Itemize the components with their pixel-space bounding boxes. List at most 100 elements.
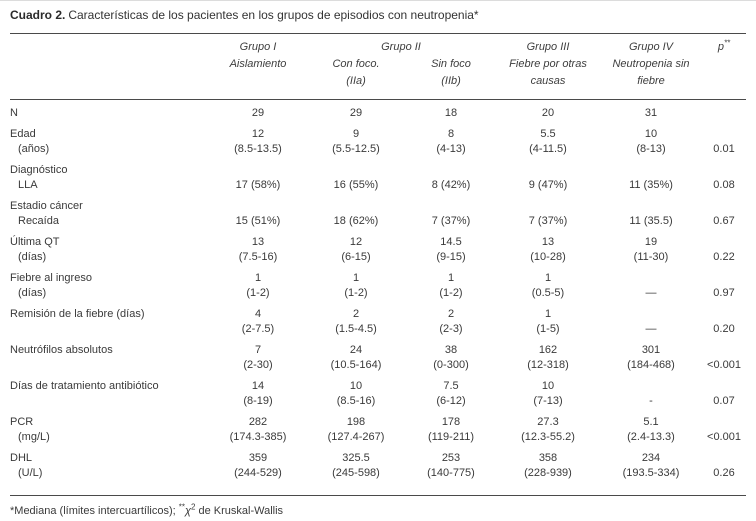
table-cell: 5.5 xyxy=(540,128,556,140)
table-title: Cuadro 2. Características de los paciente… xyxy=(10,1,746,22)
table-cell: (244-529) xyxy=(234,467,282,479)
table-row: N 29 29 18 20 31 xyxy=(10,106,746,121)
row-label: Fiebre al ingreso xyxy=(10,272,92,284)
table-cell: 12 xyxy=(349,236,363,248)
row-label: LLA xyxy=(18,179,38,191)
p-value xyxy=(702,451,746,466)
row-label: Estadio cáncer xyxy=(10,200,83,212)
table-cell: 29 xyxy=(251,107,265,119)
table-cell: 7 xyxy=(254,344,262,356)
table-cell: (184-468) xyxy=(627,359,675,371)
col-header-p: p** xyxy=(702,39,746,90)
table-cell: - xyxy=(649,395,653,407)
table-cell: (140-775) xyxy=(427,467,475,479)
table-cell: 14 xyxy=(251,380,265,392)
row-label: (días) xyxy=(18,287,47,299)
row-label: Remisión de la fiebre (días) xyxy=(10,308,145,320)
table-cell: 7 (37%) xyxy=(431,215,471,227)
table-cell: 7 (37%) xyxy=(528,215,568,227)
p-value xyxy=(702,271,746,286)
table-row: DHL 359 325.5 253 358 234 (U/L) (244-529) (245-5… xyxy=(10,451,746,481)
row-line-1: Neutrófilos absolutos 7 24 38 162 301 xyxy=(10,343,746,358)
table-cell: 2 xyxy=(447,308,455,320)
col-header-grupo2a: Con foco. (IIa) xyxy=(306,56,406,90)
table-cell: 359 xyxy=(248,452,268,464)
table-cell: 1 xyxy=(447,272,455,284)
table-cell: (12.3-55.2) xyxy=(521,431,575,443)
table-cell: 162 xyxy=(538,344,558,356)
table-cell: (0.5-5) xyxy=(531,287,565,299)
grupo3-name: Grupo III xyxy=(526,41,570,53)
table-row: Días de tratamiento antibiótico 14 10 7.5 10… xyxy=(10,379,746,409)
grupo4-name: Grupo IV xyxy=(628,41,674,53)
row-line-1: Edad 12 9 8 5.5 10 xyxy=(10,127,746,142)
row-line-2: Recaída 15 (51%) 18 (62%) 7 (37%) 7 (37%) 11 … xyxy=(10,214,746,229)
table-cell: 10 xyxy=(541,380,555,392)
table-cell: 10 xyxy=(349,380,363,392)
table-cell: 198 xyxy=(346,416,366,428)
table-cell: 253 xyxy=(441,452,461,464)
table-row: Fiebre al ingreso 1 1 1 1 (días) (1-2) (1-2) (1-… xyxy=(10,271,746,301)
table-cell: (8.5-16) xyxy=(336,395,376,407)
p-symbol: p xyxy=(717,41,724,53)
chi-symbol: χ xyxy=(184,505,191,517)
table-cell: (1-2) xyxy=(246,287,270,299)
row-label: (mg/L) xyxy=(18,431,50,443)
row-label: Recaída xyxy=(18,215,59,227)
table-cell: — xyxy=(645,323,657,335)
footnote-median: *Mediana (límites intercuartílicos); xyxy=(10,505,179,517)
table-row: Última QT 13 12 14.5 13 19 (días) (7.5-16) (6-15… xyxy=(10,235,746,265)
table-cell xyxy=(306,163,406,178)
p-value xyxy=(702,199,746,214)
col-header-grupo2b: Sin foco (IIb) xyxy=(406,56,496,90)
table-cell: 1 xyxy=(544,272,552,284)
table-cell: 12 xyxy=(251,128,265,140)
p-value: 0.20 xyxy=(713,323,735,335)
table-cell: (7.5-16) xyxy=(238,251,278,263)
grupo2a-desc: Con foco. xyxy=(332,58,380,70)
table-cell: 31 xyxy=(644,107,658,119)
p-value: 0.67 xyxy=(713,215,735,227)
p-value: 0.22 xyxy=(713,251,735,263)
footnote-test: de Kruskal-Wallis xyxy=(195,505,284,517)
row-line-1: Diagnóstico xyxy=(10,163,746,178)
header-rule xyxy=(10,99,746,100)
table-cell xyxy=(600,307,702,322)
table-cell: (245-598) xyxy=(332,467,380,479)
table-cell: 13 xyxy=(251,236,265,248)
table-cell: (4-13) xyxy=(436,143,466,155)
row-label: (U/L) xyxy=(18,467,43,479)
table-body: N 29 29 18 20 31 Edad 12 9 8 5.5 10 (años) (8.5-13.5)… xyxy=(10,100,746,495)
footnote-stars: ** xyxy=(178,502,185,512)
p-value: 0.07 xyxy=(713,395,735,407)
table-cell: (8.5-13.5) xyxy=(234,143,282,155)
table-row: Neutrófilos absolutos 7 24 38 162 301 (2-30) (1… xyxy=(10,343,746,373)
p-value: 0.01 xyxy=(713,143,735,155)
table-row: Remisión de la fiebre (días) 4 2 2 1 (2-7.5)(… xyxy=(10,307,746,337)
p-value xyxy=(702,163,746,178)
table-header: Grupo I Aislamiento Grupo II Con foco. (… xyxy=(10,34,746,99)
table-cell: (1-2) xyxy=(439,287,463,299)
table-cell: 178 xyxy=(441,416,461,428)
p-value xyxy=(702,379,746,394)
table-cell: (5.5-12.5) xyxy=(332,143,380,155)
table-cell: 1 xyxy=(254,272,262,284)
table-cell: 14.5 xyxy=(440,236,462,248)
row-line-1: Días de tratamiento antibiótico 14 10 7.5 10 xyxy=(10,379,746,394)
table-cell: (1-5) xyxy=(536,323,560,335)
table-cell: 27.3 xyxy=(537,416,559,428)
table-cell xyxy=(210,199,306,214)
table-cell: (8-19) xyxy=(243,395,273,407)
p-value xyxy=(702,415,746,430)
table-row: Estadio cáncer Recaída 15 (51%) 18 (62%) 7 (… xyxy=(10,199,746,229)
table-cell xyxy=(600,271,702,286)
table-cell: (1.5-4.5) xyxy=(335,323,377,335)
table-cell: 9 (47%) xyxy=(528,179,568,191)
table-cell: 24 xyxy=(349,344,363,356)
table-cell xyxy=(406,163,496,178)
table-row: Edad 12 9 8 5.5 10 (años) (8.5-13.5) (5.5-12.5)(… xyxy=(10,127,746,157)
row-label: Diagnóstico xyxy=(10,164,68,176)
row-label: Última QT xyxy=(10,236,60,248)
row-label: Edad xyxy=(10,128,36,140)
table-cell: 2 xyxy=(352,308,360,320)
